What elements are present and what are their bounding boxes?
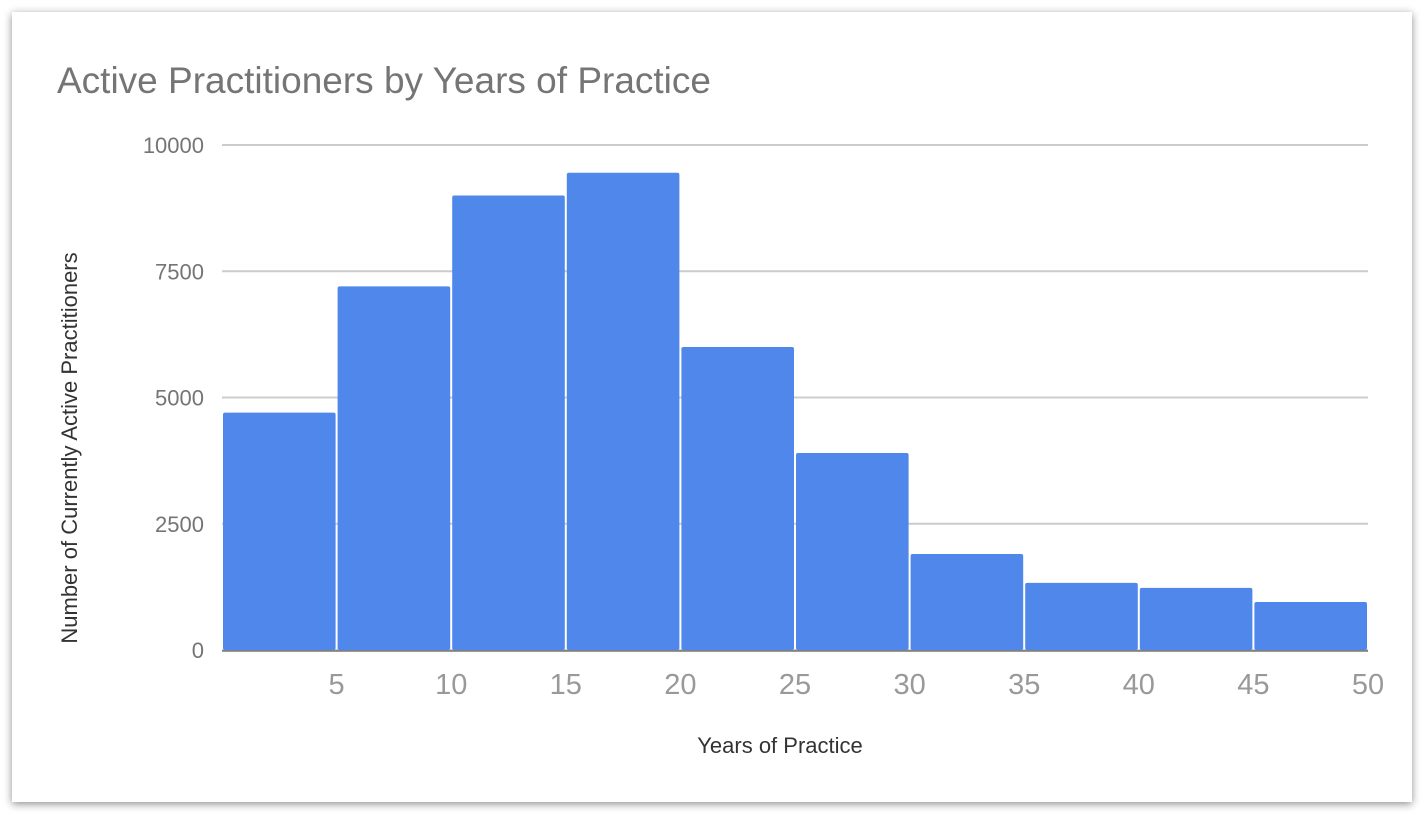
x-tick-label: 25 [779, 669, 811, 701]
histogram-bar [681, 347, 794, 650]
histogram-bar [1025, 582, 1138, 650]
x-tick-label: 45 [1237, 669, 1269, 701]
y-axis-label: Number of Currently Active Practitioners [57, 252, 82, 643]
y-tick-label: 0 [192, 638, 204, 663]
y-tick-label: 5000 [155, 386, 204, 411]
histogram-bar [223, 412, 336, 650]
x-tick-label: 50 [1352, 669, 1384, 701]
y-tick-label: 10000 [143, 133, 204, 158]
x-axis-label: Years of Practice [697, 733, 863, 758]
x-tick-label: 20 [664, 669, 696, 701]
x-tick-label: 15 [550, 669, 582, 701]
histogram-bar [337, 286, 451, 650]
histogram-bar [796, 453, 909, 650]
x-tick-label: 5 [329, 669, 345, 701]
histogram-bar [910, 554, 1024, 650]
x-tick-label: 10 [435, 669, 467, 701]
histogram-bar [1139, 587, 1253, 650]
y-tick-label: 7500 [155, 259, 204, 284]
x-tick-label: 30 [893, 669, 925, 701]
y-tick-label: 2500 [155, 512, 204, 537]
x-tick-label: 40 [1123, 669, 1155, 701]
histogram-bar [566, 172, 680, 650]
histogram-bar [452, 195, 565, 650]
x-tick-label: 35 [1008, 669, 1040, 701]
chart-title: Active Practitioners by Years of Practic… [57, 60, 711, 101]
histogram-bar [1254, 602, 1367, 650]
